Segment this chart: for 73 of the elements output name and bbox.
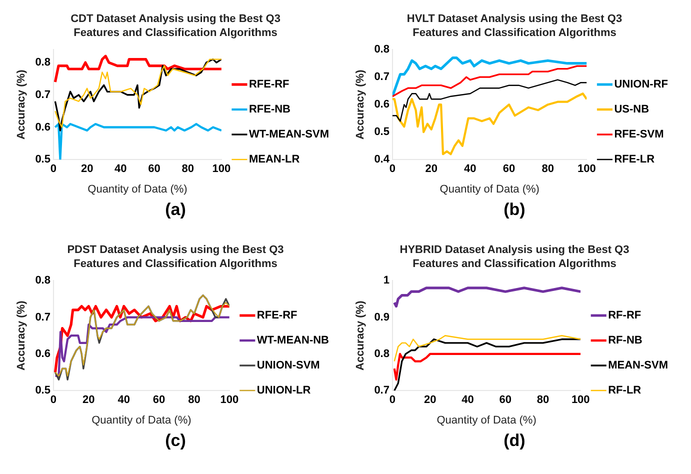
y-tick-label: 0.5 [34,384,50,397]
legend-label: RF-LR [608,384,641,397]
legend-label: RF-RF [608,310,641,322]
y-tick-label: 0.9 [374,311,389,324]
legend-label: RFE-RF [248,78,290,91]
legend-label: UNION-RF [614,78,668,91]
x-tick-label: 0 [50,394,56,406]
x-tick-label: 80 [536,394,549,406]
chart-title: CDT Dataset Analysis using the Best Q3 Features and Classification Algorithms [70,12,282,40]
legend-label: RFE-NB [248,104,290,116]
y-axis-title: Accuracy (%) [354,300,366,370]
legend-label: WT-MEAN-NB [256,334,329,347]
legend-label: RFE-RF [256,310,298,322]
y-tick-label: 0.7 [34,311,50,324]
x-tick-label: 20 [80,163,93,176]
x-tick-label: 100 [577,163,596,176]
y-tick-label: 0.8 [34,56,50,69]
y-tick-label: 0.8 [374,348,389,360]
x-tick-label: 40 [117,394,130,406]
text: (d) [504,431,526,451]
y-tick-label: 0.8 [34,274,50,287]
text: (a) [165,200,186,220]
legend-label: UNION-SVM [256,360,320,372]
legend-label: RFE-LR [614,154,654,166]
x-tick-label: 60 [148,163,160,176]
x-tick-label: 60 [498,394,511,406]
x-tick-label: 80 [181,163,194,176]
x-tick-label: 40 [461,394,474,406]
x-tick-label: 20 [82,394,94,406]
chart-title: PDST Dataset Analysis using the Best Q3 Features and Classification Algorithms [66,243,285,271]
chart-title: HVLT Dataset Analysis using the Best Q3 Features and Classification Algorithms [406,12,624,40]
legend-label: MEAN-SVM [608,360,668,372]
chart-title: HYBRID Dataset Analysis using the Best Q3 Features and Classification Algorithms [398,243,630,271]
legend-label: MEAN-LR [248,154,300,166]
x-axis-title: Quantity of Data (%) [87,183,187,196]
x-tick-label: 40 [114,163,126,176]
x-tick-label: 80 [541,163,554,176]
text: (c) [165,431,186,451]
y-axis-title: Accuracy (%) [15,69,28,140]
x-tick-label: 80 [188,394,200,406]
x-tick-label: 0 [388,163,396,176]
x-tick-label: 100 [212,163,230,176]
x-axis-title: Quantity of Data (%) [436,414,536,426]
y-tick-label: 0.7 [374,71,389,84]
text: (b) [504,200,526,220]
x-tick-label: 60 [502,163,515,176]
y-tick-label: 0.7 [34,88,50,101]
x-tick-label: 40 [464,163,476,176]
legend-label: UNION-LR [256,384,310,397]
y-tick-label: 0.6 [34,121,50,134]
x-tick-label: 0 [388,394,396,406]
y-tick-label: 0.5 [374,126,389,138]
y-tick-label: 0.8 [374,44,389,56]
legend-label: US-NB [614,104,649,116]
x-tick-label: 60 [152,394,165,406]
legend-label: WT-MEAN-SVM [248,128,328,141]
y-tick-label: 0.5 [34,154,50,166]
y-axis-title: Accuracy (%) [15,300,28,370]
x-axis-title: Quantity of Data (%) [91,414,191,426]
y-tick-label: 0.7 [374,384,389,397]
x-tick-label: 0 [50,163,56,176]
legend-label: RF-NB [608,334,642,347]
x-tick-label: 20 [424,163,437,176]
y-axis-title: Accuracy (%) [354,69,366,140]
legend-label: RFE-SVM [614,128,664,141]
y-tick-label: 0.6 [374,98,389,111]
y-tick-label: 1 [382,274,389,287]
y-tick-label: 0.4 [374,154,390,166]
y-tick-label: 0.6 [34,348,50,360]
x-axis-title: Quantity of Data (%) [439,183,539,196]
x-tick-label: 20 [423,394,436,406]
x-tick-label: 100 [220,394,238,406]
x-tick-label: 100 [570,394,590,406]
